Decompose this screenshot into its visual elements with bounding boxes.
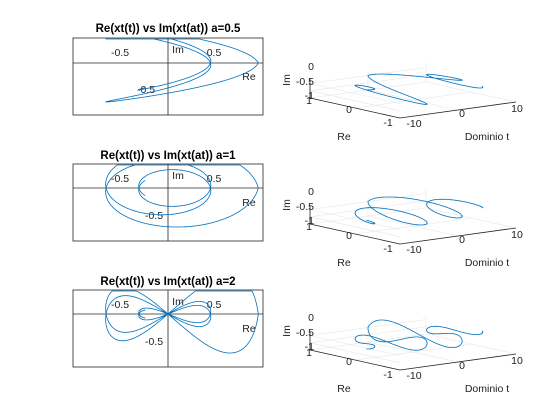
- plot3d-a1-curve: [354, 196, 484, 226]
- plot2d-a1-title: Re(xt(t)) vs Im(xt(at)) a=1: [100, 150, 236, 162]
- plot3d-a2-ttick-0: -10: [406, 370, 421, 382]
- plot3d-a1-retick-2: -1: [383, 243, 392, 255]
- plot2d-a05-curve: [105, 38, 259, 103]
- plot3d-a05-curve: [354, 73, 484, 105]
- plot3d-a1-retick-0: 1: [306, 221, 312, 233]
- plot2d-a1-curve: [105, 164, 259, 228]
- plot2d-a05-ytick-neg: -0.5: [137, 84, 155, 96]
- plot2d-a2-curve: [105, 290, 259, 354]
- plot3d-a1-imtick-0: 0: [308, 186, 314, 198]
- plot3d-a05-retick-0: 1: [306, 95, 312, 107]
- plot3d-a1-ttick-0: -10: [406, 244, 421, 256]
- plot3d-a2-ylabel: Dominio t: [465, 383, 509, 395]
- plot3d-a2: 0 -0.5 -1 Im 1 0 -1 Re -10 0 10 Dominio …: [281, 312, 523, 395]
- plot2d-a05-title: Re(xt(t)) vs Im(xt(at)) a=0.5: [96, 23, 241, 35]
- plot3d-a1-xlabel: Re: [337, 257, 351, 269]
- plot3d-a05-imtick-1: -0.5: [296, 76, 314, 88]
- plot3d-a05-ttick-0: -10: [406, 118, 421, 130]
- plot3d-a1: 0 -0.5 -1 Im 1 0 -1 Re -10 0 10 Dominio …: [281, 186, 523, 269]
- plot3d-a2-ttick-1: 0: [459, 360, 465, 372]
- plot2d-a05-xtick-neg: -0.5: [111, 47, 129, 59]
- plot3d-a2-xlabel: Re: [337, 383, 351, 395]
- plot3d-a05-imtick-0: 0: [308, 61, 314, 73]
- plot2d-a2-ytick-neg: -0.5: [145, 336, 163, 348]
- plot3d-a2-imtick-2: -1: [305, 341, 314, 353]
- plot2d-a1-re-label: Re: [242, 197, 256, 209]
- plot2d-a05-xtick-pos: 0.5: [207, 47, 222, 59]
- plot3d-a05-ylabel: Dominio t: [465, 131, 509, 143]
- plot3d-a05-imtick-2: -1: [305, 90, 314, 102]
- plot2d-a2-title: Re(xt(t)) vs Im(xt(at)) a=2: [100, 276, 235, 288]
- plot2d-a1: Re(xt(t)) vs Im(xt(at)) a=1 -0.5 0.5 -0.…: [72, 150, 264, 242]
- plot3d-a2-zlabel: Im: [281, 325, 293, 337]
- plot3d-a2-grid: [309, 315, 517, 371]
- plot3d-a1-ttick-1: 0: [459, 234, 465, 246]
- plot3d-a05-zlabel: Im: [281, 74, 293, 86]
- plot3d-a1-box: [309, 205, 517, 245]
- plot3d-a05-box: [309, 79, 517, 119]
- plot3d-a05-retick-2: -1: [383, 117, 392, 129]
- plot3d-a2-retick-2: -1: [383, 369, 392, 381]
- plot2d-a1-im-label: Im: [172, 170, 184, 182]
- plot2d-a2-im-label: Im: [172, 296, 184, 308]
- plot2d-a2-re-label: Re: [242, 323, 256, 335]
- plot2d-a05: Re(xt(t)) vs Im(xt(at)) a=0.5 -0.5 0.5 -…: [72, 23, 264, 116]
- plot3d-a2-retick-0: 1: [306, 347, 312, 359]
- plot3d-a05-ttick-1: 0: [459, 108, 465, 120]
- plot3d-a2-box: [309, 331, 517, 371]
- plot3d-a1-ylabel: Dominio t: [465, 257, 509, 269]
- plot2d-a1-xtick-neg: -0.5: [111, 173, 129, 185]
- plot3d-a2-ttick-2: 10: [511, 355, 523, 367]
- plot2d-a05-re-label: Re: [242, 71, 256, 83]
- plot3d-a1-imtick-1: -0.5: [296, 201, 314, 213]
- plot2d-a2-xtick-neg: -0.5: [111, 299, 129, 311]
- plot3d-a1-zlabel: Im: [281, 199, 293, 211]
- plot3d-a2-imtick-0: 0: [308, 312, 314, 324]
- plot2d-a2: Re(xt(t)) vs Im(xt(at)) a=2 -0.5 0.5 -0.…: [72, 276, 264, 368]
- plot3d-a05-grid: [309, 63, 517, 119]
- plot3d-a2-curve: [354, 319, 484, 351]
- plot3d-a2-imtick-1: -0.5: [296, 327, 314, 339]
- plot3d-a2-retick-1: 0: [346, 356, 352, 368]
- plot3d-a05-ttick-2: 10: [511, 103, 523, 115]
- plot3d-a05-retick-1: 0: [346, 104, 352, 116]
- plot3d-a05-xlabel: Re: [337, 131, 351, 143]
- plot3d-a1-imtick-2: -1: [305, 215, 314, 227]
- plot3d-a1-grid: [309, 189, 517, 245]
- plot2d-a05-im-label: Im: [172, 44, 184, 56]
- plot3d-a1-retick-1: 0: [346, 230, 352, 242]
- plot3d-a1-ttick-2: 10: [511, 229, 523, 241]
- plot3d-a05: 0 -0.5 -1 Im 1 0 -1 Re -10 0 10 Dominio …: [281, 61, 523, 143]
- plot2d-a1-ytick-neg: -0.5: [145, 210, 163, 222]
